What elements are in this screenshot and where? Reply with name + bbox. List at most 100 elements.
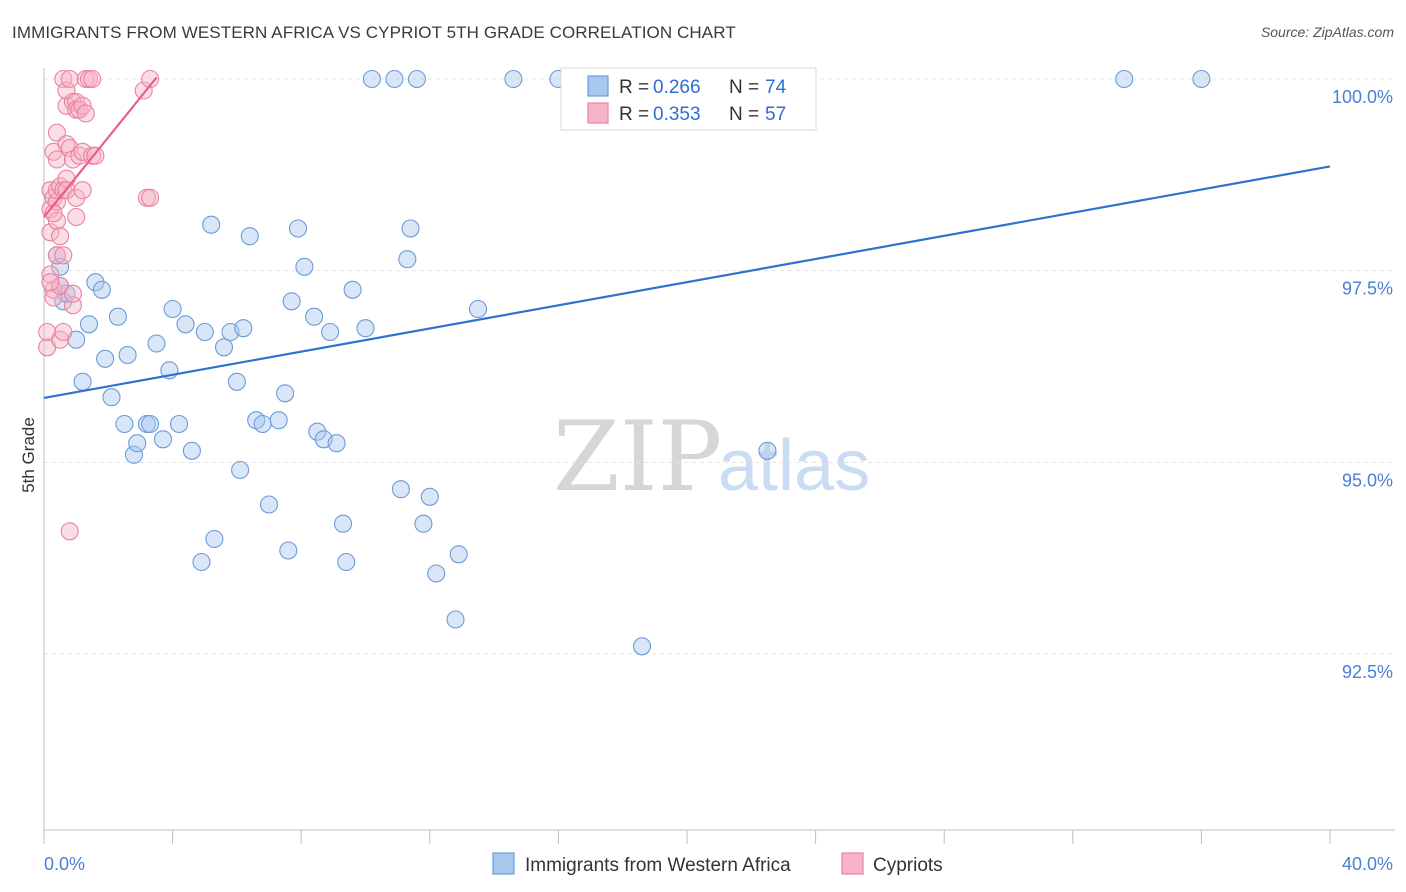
point-western-africa: [202, 215, 221, 234]
point-western-africa: [205, 529, 224, 549]
point-cypriots: [63, 284, 82, 303]
point-western-africa: [305, 307, 324, 326]
data-points: [38, 69, 1211, 656]
point-western-africa: [269, 411, 288, 430]
point-western-africa: [253, 414, 272, 434]
y-tick-label: 100.0%: [1332, 87, 1393, 107]
point-western-africa: [333, 514, 353, 533]
point-western-africa: [427, 564, 446, 583]
point-cypriots: [44, 288, 63, 307]
point-cypriots: [67, 188, 86, 207]
y-tick-label: 97.5%: [1342, 279, 1393, 299]
point-western-africa: [356, 319, 375, 338]
trend-lines: [43, 76, 1331, 400]
point-cypriots: [60, 522, 79, 541]
point-western-africa: [758, 441, 777, 460]
legend-swatch-western-africa: [492, 852, 515, 875]
series-legend: Immigrants from Western Africa Cypriots: [492, 852, 943, 876]
point-western-africa: [96, 349, 115, 368]
point-western-africa: [391, 480, 410, 499]
point-cypriots: [54, 69, 73, 89]
point-western-africa: [276, 384, 295, 403]
point-western-africa: [446, 610, 465, 629]
point-cypriots: [60, 69, 79, 89]
point-western-africa: [195, 322, 214, 342]
point-western-africa: [504, 69, 523, 89]
point-cypriots: [73, 181, 92, 200]
point-western-africa: [240, 227, 259, 246]
legend-r-label: R =: [619, 77, 649, 98]
point-western-africa: [337, 552, 356, 572]
chart-title: IMMIGRANTS FROM WESTERN AFRICA VS CYPRIO…: [12, 23, 736, 42]
point-cypriots: [51, 227, 70, 246]
y-tick-label: 95.0%: [1342, 470, 1393, 490]
legend-swatch-blue: [587, 75, 609, 97]
point-western-africa: [92, 280, 111, 299]
point-western-africa: [321, 322, 340, 342]
point-western-africa: [414, 514, 433, 533]
point-western-africa: [141, 414, 160, 434]
point-western-africa: [449, 545, 468, 564]
point-western-africa: [295, 257, 314, 276]
point-western-africa: [282, 292, 301, 311]
legend-n-value-blue: 74: [765, 77, 787, 98]
point-western-africa: [79, 315, 99, 334]
point-cypriots: [54, 246, 73, 265]
correlation-legend: R = 0.266 N = 74 R = 0.353 N = 57: [560, 67, 817, 131]
point-cypriots: [134, 81, 153, 100]
legend-label-western-africa: Immigrants from Western Africa: [525, 855, 791, 876]
y-tick-label: 92.5%: [1342, 662, 1393, 682]
point-western-africa: [362, 69, 381, 89]
y-tick-labels: 100.0% 97.5% 95.0% 92.5%: [1332, 87, 1393, 682]
point-western-africa: [398, 250, 417, 269]
x-tick-labels: 0.0% 40.0%: [44, 854, 1393, 874]
point-western-africa: [86, 273, 105, 292]
point-western-africa: [279, 541, 298, 560]
point-western-africa: [102, 388, 121, 407]
x-tick-label: 0.0%: [44, 854, 85, 874]
point-cypriots: [67, 207, 86, 227]
y-axis-label: 5th Grade: [19, 417, 38, 493]
legend-r-label-2: R =: [619, 104, 649, 125]
point-cypriots: [54, 322, 73, 342]
watermark-atlas: atlas: [718, 426, 870, 506]
legend-swatch-pink: [587, 102, 609, 124]
legend-n-label: N =: [729, 77, 759, 98]
gridlines: [44, 78, 1395, 655]
point-cypriots: [141, 69, 160, 89]
point-western-africa: [192, 552, 211, 572]
point-cypriots: [47, 150, 66, 169]
point-western-africa: [128, 434, 147, 453]
source-label: Source: ZipAtlas.com: [1260, 24, 1394, 40]
x-tick-label: 40.0%: [1342, 854, 1393, 874]
point-western-africa: [308, 422, 327, 441]
point-western-africa: [147, 334, 166, 353]
point-western-africa: [115, 414, 134, 434]
point-western-africa: [343, 280, 362, 299]
watermark-zip: ZIP: [553, 401, 722, 513]
point-western-africa: [163, 299, 182, 319]
point-western-africa: [1192, 69, 1211, 89]
point-western-africa: [327, 434, 346, 453]
point-western-africa: [468, 299, 488, 319]
point-western-africa: [407, 69, 426, 89]
point-western-africa: [176, 315, 195, 334]
point-cypriots: [41, 273, 60, 292]
legend-r-value-pink: 0.353: [653, 104, 701, 125]
legend-swatch-cypriots: [841, 852, 864, 875]
point-western-africa: [420, 487, 439, 506]
point-western-africa: [1115, 69, 1134, 89]
point-western-africa: [231, 460, 250, 480]
point-western-africa: [118, 345, 137, 365]
point-cypriots: [76, 104, 95, 123]
point-western-africa: [401, 219, 420, 238]
point-cypriots: [41, 265, 60, 284]
point-western-africa: [51, 257, 70, 276]
legend-n-label-2: N =: [729, 104, 759, 125]
point-western-africa: [214, 338, 234, 357]
trend-line-cypriots: [43, 76, 158, 218]
point-western-africa: [632, 637, 652, 656]
trend-line-western-africa: [43, 165, 1331, 400]
point-cypriots: [41, 223, 60, 242]
point-western-africa: [73, 372, 92, 391]
